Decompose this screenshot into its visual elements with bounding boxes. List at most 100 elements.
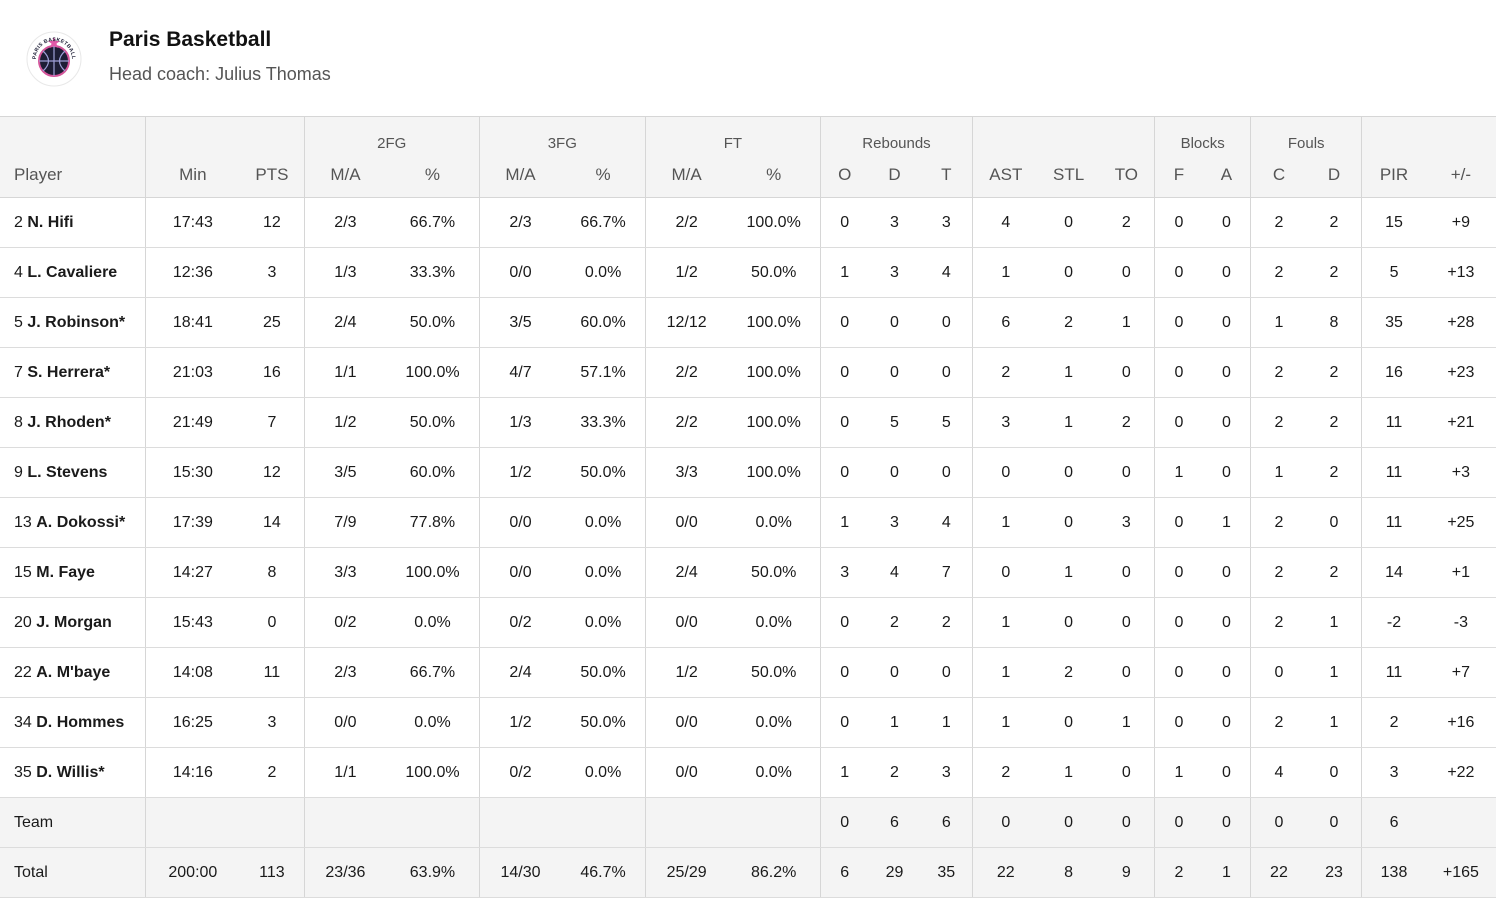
column-header-3fg-ma[interactable]: M/A	[478, 152, 562, 198]
group-2fg: 2FG	[303, 116, 480, 152]
column-header-player[interactable]: Player	[0, 152, 146, 198]
stat-min: 14:16	[144, 747, 241, 798]
stat-2fg-ma: 1/3	[303, 247, 387, 298]
column-header-ast[interactable]: AST	[972, 152, 1039, 198]
group-ft: FT	[644, 116, 821, 152]
player-name-link[interactable]: D. Hommes	[36, 713, 125, 731]
stat-to: 0	[1098, 447, 1155, 498]
stat-foul-c: 1	[1250, 297, 1307, 348]
player-name-link[interactable]: J. Robinson*	[27, 313, 126, 331]
column-header-2fg-pct[interactable]: %	[386, 152, 480, 198]
player-number: 20	[14, 613, 32, 631]
player-name-link[interactable]: M. Faye	[36, 563, 95, 581]
player-name-link[interactable]: J. Morgan	[36, 613, 112, 631]
stat-foul-d: 0	[1306, 797, 1362, 848]
stat-foul-c: 0	[1250, 797, 1307, 848]
column-header-blk-f[interactable]: F	[1154, 152, 1203, 198]
player-name-link[interactable]: S. Herrera*	[27, 363, 111, 381]
column-header-pir[interactable]: PIR	[1361, 152, 1426, 198]
stat-reb-t: 4	[920, 247, 973, 298]
stat-plus-minus: +1	[1425, 547, 1496, 598]
column-header-3fg-pct[interactable]: %	[561, 152, 646, 198]
stat-to: 0	[1098, 797, 1155, 848]
group-blank	[0, 116, 146, 152]
player-name-link[interactable]: N. Hifi	[27, 213, 74, 231]
stat-3fg-ma: 0/0	[478, 497, 562, 548]
stat-plus-minus: +22	[1425, 747, 1496, 798]
column-header-min[interactable]: Min	[144, 152, 241, 198]
column-header-foul-c[interactable]: C	[1250, 152, 1307, 198]
stat-foul-d: 1	[1306, 597, 1362, 648]
stat-to: 2	[1098, 397, 1155, 448]
player-row: 15 M. Faye 14:27 8 3/3 100.0% 0/0 0.0% 2/4 50.0%…	[0, 547, 1496, 598]
stat-plus-minus: +23	[1425, 347, 1496, 398]
column-header-blk-a[interactable]: A	[1202, 152, 1251, 198]
stat-blk-a: 0	[1202, 547, 1251, 598]
column-header-reb-t[interactable]: T	[920, 152, 973, 198]
stat-reb-d: 0	[868, 297, 921, 348]
stat-2fg-pct: 0.0%	[386, 697, 480, 748]
column-header-plus-minus[interactable]: +/-	[1425, 152, 1496, 198]
stat-blk-a: 0	[1202, 397, 1251, 448]
stat-ast: 4	[972, 197, 1039, 248]
player-cell: 4 L. Cavaliere	[0, 247, 146, 298]
player-cell: 5 J. Robinson*	[0, 297, 146, 348]
column-header-stl[interactable]: STL	[1038, 152, 1099, 198]
stat-3fg-ma: 14/30	[478, 847, 562, 898]
stat-3fg-pct: 57.1%	[561, 347, 646, 398]
player-number: 34	[14, 713, 32, 731]
stat-pts: 7	[240, 397, 305, 448]
stat-min: 17:43	[144, 197, 241, 248]
column-header-reb-d[interactable]: D	[868, 152, 921, 198]
group-header-row: 2FG 3FG FT Rebounds Blocks Fouls	[0, 116, 1496, 152]
stat-stl: 0	[1038, 697, 1099, 748]
player-row: 22 A. M'baye 14:08 11 2/3 66.7% 2/4 50.0% 1/2 50…	[0, 647, 1496, 698]
stat-blk-a: 0	[1202, 697, 1251, 748]
team-row: Team 0 6 6 0 0 0 0 0 0 0 6	[0, 797, 1496, 848]
column-header-ft-pct[interactable]: %	[727, 152, 821, 198]
player-name-link[interactable]: L. Stevens	[27, 463, 108, 481]
stat-3fg-pct: 66.7%	[561, 197, 646, 248]
player-name-link[interactable]: J. Rhoden*	[27, 413, 111, 431]
stat-reb-t: 1	[920, 697, 973, 748]
stat-pir: 16	[1361, 347, 1426, 398]
column-header-ft-ma[interactable]: M/A	[644, 152, 728, 198]
stat-stl: 0	[1038, 797, 1099, 848]
column-header-2fg-ma[interactable]: M/A	[303, 152, 387, 198]
stat-blk-f: 0	[1154, 547, 1203, 598]
stat-blk-a: 0	[1202, 747, 1251, 798]
stat-reb-t: 2	[920, 597, 973, 648]
player-name-link[interactable]: A. Dokossi*	[36, 513, 126, 531]
stat-pts: 12	[240, 447, 305, 498]
stat-stl: 1	[1038, 747, 1099, 798]
box-score-table: 2FG 3FG FT Rebounds Blocks Fouls Player M…	[0, 116, 1496, 898]
stat-2fg-ma: 23/36	[303, 847, 387, 898]
stat-reb-t: 3	[920, 747, 973, 798]
stat-ast: 6	[972, 297, 1039, 348]
stat-foul-c: 22	[1250, 847, 1307, 898]
stat-2fg-pct: 60.0%	[386, 447, 480, 498]
column-header-reb-o[interactable]: O	[819, 152, 869, 198]
stat-pts: 11	[240, 647, 305, 698]
stat-pir: -2	[1361, 597, 1426, 648]
stat-ast: 3	[972, 397, 1039, 448]
stat-3fg-ma: 0/2	[478, 747, 562, 798]
stat-pts: 0	[240, 597, 305, 648]
player-name-link[interactable]: A. M'baye	[36, 663, 111, 681]
column-header-pts[interactable]: PTS	[240, 152, 305, 198]
player-name-link[interactable]: L. Cavaliere	[27, 263, 118, 281]
stat-reb-d: 1	[868, 697, 921, 748]
stat-stl: 0	[1038, 197, 1099, 248]
stat-3fg-ma: 1/2	[478, 697, 562, 748]
player-name-link[interactable]: D. Willis*	[36, 763, 105, 781]
stat-ft-ma: 0/0	[644, 697, 728, 748]
stat-blk-a: 0	[1202, 797, 1251, 848]
stat-min: 18:41	[144, 297, 241, 348]
stat-stl: 2	[1038, 297, 1099, 348]
stat-reb-t: 0	[920, 347, 973, 398]
stat-reb-o: 0	[819, 297, 869, 348]
stat-reb-t: 0	[920, 647, 973, 698]
stat-ft-ma: 1/2	[644, 647, 728, 698]
column-header-to[interactable]: TO	[1098, 152, 1155, 198]
column-header-foul-d[interactable]: D	[1306, 152, 1362, 198]
